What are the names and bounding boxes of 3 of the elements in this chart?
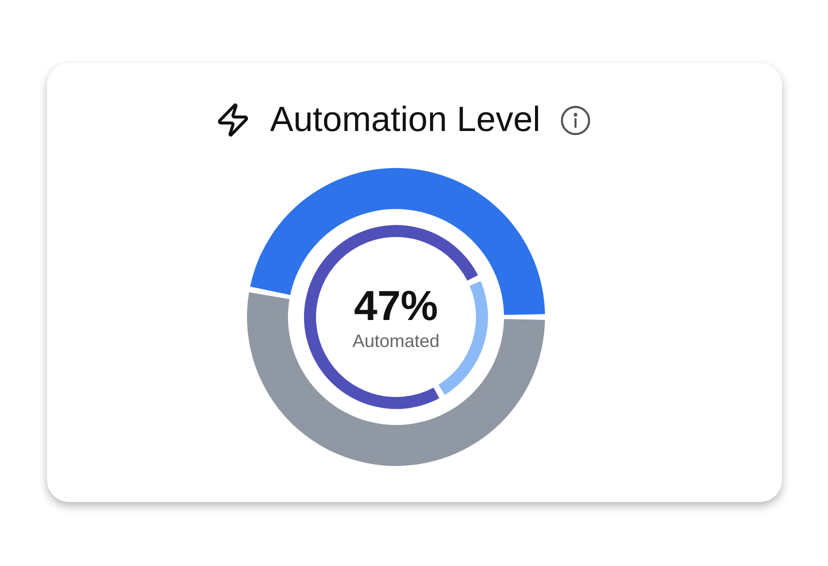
text: 47% xyxy=(354,282,438,329)
chart-title: Automation Level xyxy=(270,100,540,139)
text: Automated xyxy=(352,331,440,351)
